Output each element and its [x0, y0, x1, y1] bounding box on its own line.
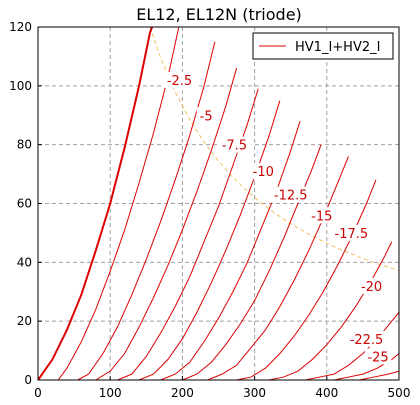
curve-label: -7.5	[222, 139, 247, 154]
plate-curve-vg-0	[38, 27, 154, 380]
plate-curve-vg--2.5	[57, 27, 180, 380]
x-tick-label: 300	[243, 386, 266, 400]
grid-voltage-labels: -2.5 -5 -7.5 -10-12.5-15-17.5 -20 -22.5 -25	[162, 71, 392, 365]
plate-curve-vg--27.5	[305, 312, 399, 380]
curve-label-background	[364, 348, 392, 365]
y-axis-ticks: 0 20 40 60 80 100 120	[9, 20, 42, 387]
y-tick-label: 100	[9, 79, 32, 93]
plate-curve-vg--30	[333, 353, 399, 380]
plate-curve-vg--32.5	[359, 370, 399, 380]
curve-label: -5	[200, 109, 213, 124]
curve-label: -17.5	[335, 227, 369, 242]
y-tick-label: 60	[17, 197, 32, 211]
curve-label-background	[196, 107, 216, 124]
curve-label: -2.5	[167, 74, 192, 89]
curve-label: -12.5	[274, 189, 308, 204]
dissipation-limit-curve	[149, 27, 399, 272]
curve-label: -22.5	[350, 333, 384, 348]
x-tick-label: 0	[34, 386, 42, 400]
plate-curve-vg--15	[160, 120, 301, 380]
curve-label-background	[330, 224, 373, 241]
plate-curve-vg--22.5	[236, 179, 377, 380]
legend: HV1_I+HV2_I	[252, 32, 394, 60]
curve-label-background	[345, 330, 388, 347]
chart-title: EL12, EL12N (triode)	[136, 5, 302, 24]
x-tick-label: 100	[99, 386, 122, 400]
curve-label: -20	[361, 280, 382, 295]
plate-curves	[38, 27, 399, 380]
curve-label: -25	[367, 350, 388, 365]
y-tick-label: 40	[17, 255, 32, 269]
x-tick-label: 400	[315, 386, 338, 400]
x-tick-label: 200	[171, 386, 194, 400]
curve-label-background	[250, 163, 277, 180]
dissipation-line	[149, 27, 399, 272]
curve-label-background	[217, 136, 252, 153]
plate-curve-vg--5	[77, 41, 216, 380]
legend-entry-label: HV1_I+HV2_I	[295, 40, 380, 55]
plate-curve-vg--25	[268, 241, 393, 380]
curve-label-background	[269, 186, 312, 203]
y-tick-label: 20	[17, 314, 32, 328]
plate-curve-vg--7.5	[95, 68, 238, 380]
curve-label-background	[308, 207, 335, 224]
y-tick-label: 120	[9, 20, 32, 34]
grid-lines	[38, 27, 399, 380]
x-tick-label: 500	[388, 386, 411, 400]
plot-frame	[37, 26, 400, 381]
y-tick-label: 0	[24, 373, 32, 387]
curve-label: -15	[311, 209, 332, 224]
curve-label-background	[162, 71, 197, 88]
curve-label: -10	[253, 165, 274, 180]
x-axis-ticks: 0 100 200 300 400 500	[34, 376, 410, 400]
plate-curve-vg--20	[207, 156, 349, 380]
plate-curve-vg--10	[117, 88, 259, 380]
y-tick-label: 80	[17, 138, 32, 152]
curve-label-background	[358, 277, 385, 294]
